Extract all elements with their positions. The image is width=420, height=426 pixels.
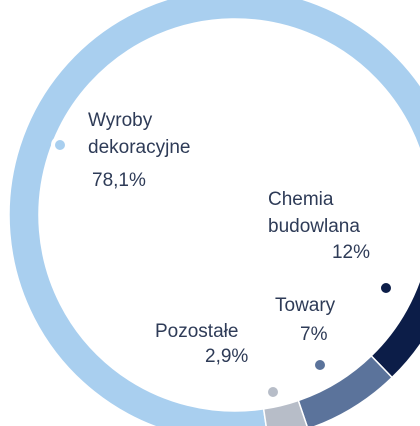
value-label: 78,1% bbox=[92, 170, 146, 191]
label-marker bbox=[377, 279, 395, 297]
category-label: Wyroby dekoracyjne bbox=[88, 110, 190, 158]
donut-segment bbox=[370, 277, 420, 379]
label-marker bbox=[51, 136, 69, 154]
donut-segment bbox=[8, 0, 420, 426]
value-label: 7% bbox=[300, 324, 328, 345]
label-marker bbox=[311, 356, 329, 374]
category-label: Pozostałe bbox=[155, 321, 238, 342]
donut-segment bbox=[262, 399, 308, 426]
value-label: 12% bbox=[332, 242, 370, 263]
category-label: Chemia budowlana bbox=[268, 189, 360, 237]
category-label: Towary bbox=[275, 295, 336, 316]
label-marker bbox=[264, 383, 282, 401]
value-label: 2,9% bbox=[205, 346, 248, 367]
